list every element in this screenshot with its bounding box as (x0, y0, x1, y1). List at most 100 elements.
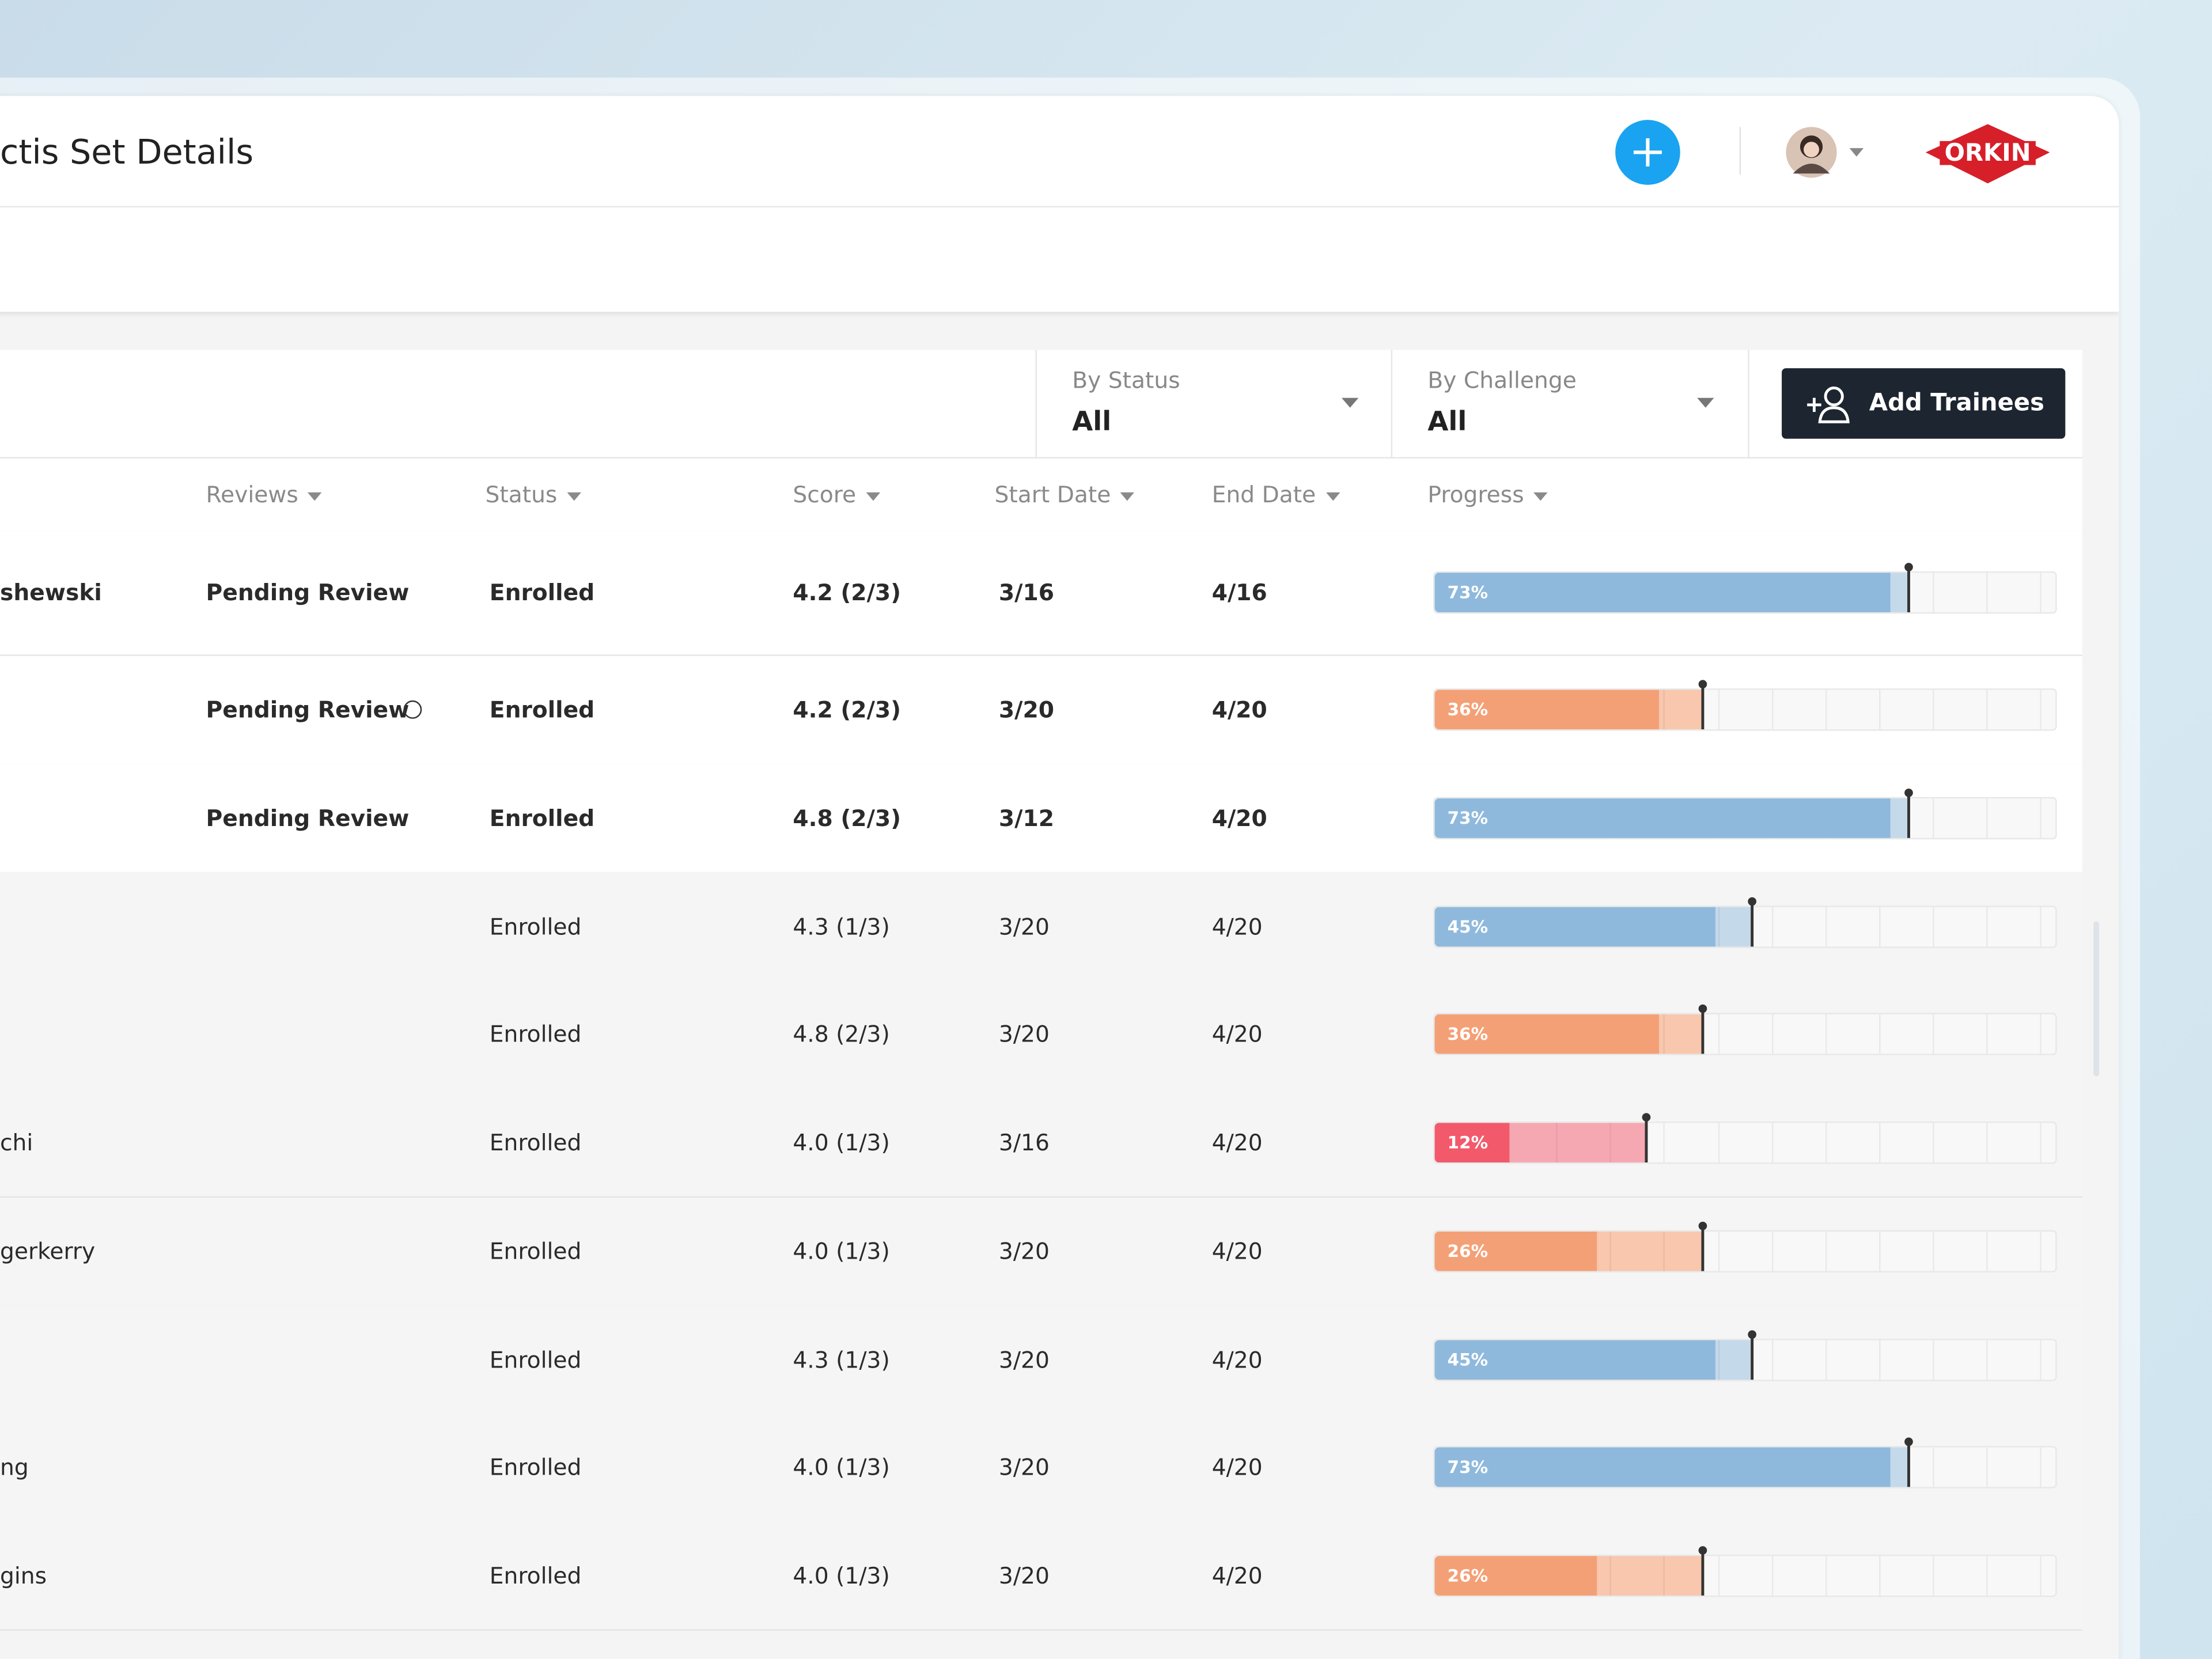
progress-cell (1932, 573, 1934, 612)
progress-cell (1932, 907, 1934, 946)
progress-label: 45% (1447, 916, 1488, 937)
progress-cell (1986, 1556, 1988, 1596)
table-row[interactable]: gerkerry Enrolled 4.0 (1/3) 3/20 4/20 26% (0, 1196, 2082, 1307)
progress-track: 12% (1433, 1113, 2057, 1164)
page-title: ctis Set Details (0, 132, 253, 172)
progress-cell (1664, 1556, 1665, 1596)
score: 4.2 (2/3) (793, 579, 902, 606)
progress-marker (1751, 901, 1755, 946)
progress-marker (1645, 1117, 1649, 1163)
start-date: 3/20 (998, 913, 1050, 940)
progress-label: 73% (1447, 1457, 1488, 1478)
progress-cell (1771, 1231, 1773, 1271)
progress-cell (1717, 1339, 1719, 1379)
top-bar: ctis Set Details ORKIN (0, 96, 2119, 208)
progress-cell (1986, 907, 1988, 946)
column-header[interactable]: Score (793, 481, 938, 508)
column-header[interactable]: Reviews (206, 481, 323, 508)
table-row[interactable]: ng Enrolled 4.0 (1/3) 3/20 4/20 73% (0, 1413, 2082, 1523)
challenge-filter[interactable]: By Challenge All (1391, 350, 1749, 457)
progress-cell (1932, 798, 1934, 838)
end-date: 4/16 (1211, 579, 1267, 606)
progress-cell (1932, 1339, 1934, 1379)
progress-cell (1717, 1014, 1719, 1055)
progress-fill (1434, 1448, 1890, 1487)
progress-cell (2040, 907, 2042, 946)
marker-dot (1698, 1546, 1707, 1555)
progress-cell (1825, 907, 1827, 946)
progress-cell (1932, 1231, 1934, 1271)
progress-cell (1771, 1014, 1773, 1055)
user-menu[interactable] (1785, 126, 1897, 182)
score: 4.0 (1/3) (793, 1237, 890, 1265)
progress-cell (2040, 1339, 2042, 1379)
progress-marker (1701, 1225, 1705, 1271)
column-header[interactable]: Status (485, 481, 581, 508)
progress-cell (2040, 1556, 2042, 1596)
filter-label: By Status (1072, 366, 1180, 394)
table-row[interactable]: Enrolled 4.3 (1/3) 3/20 4/20 45% (0, 1305, 2082, 1415)
end-date: 4/20 (1211, 1562, 1263, 1589)
column-header[interactable]: End Date (1212, 481, 1340, 508)
score: 4.8 (2/3) (793, 805, 902, 832)
orkin-logo: ORKIN (1925, 124, 2050, 184)
progress-marker (1701, 1009, 1705, 1055)
progress-cell (1825, 690, 1827, 730)
column-header[interactable]: Start Date (995, 481, 1135, 508)
end-date: 4/20 (1211, 805, 1267, 832)
trainee-name: shewski (0, 579, 102, 606)
progress-cell (1825, 1231, 1827, 1271)
review-status: Pending Review (206, 579, 410, 606)
progress-track: 45% (1433, 1330, 2057, 1381)
progress-track: 73% (1433, 1438, 2057, 1489)
marker-dot (1698, 680, 1707, 689)
add-button[interactable] (1615, 119, 1683, 187)
table-row[interactable]: Pending Review Enrolled 4.8 (2/3) 3/12 4/20 7… (0, 764, 2082, 874)
progress-cell (1825, 1339, 1827, 1379)
status: Enrolled (489, 913, 582, 940)
end-date: 4/20 (1211, 1346, 1263, 1373)
end-date: 4/20 (1211, 913, 1263, 940)
score: 4.3 (1/3) (793, 913, 890, 940)
table-row[interactable]: Enrolled 4.3 (1/3) 3/20 4/20 45% (0, 872, 2082, 982)
progress-cell (2040, 798, 2042, 838)
progress-fill (1434, 1014, 1660, 1055)
add-trainees-button[interactable]: Add Trainees (1782, 368, 2066, 439)
marker-dot (1748, 1330, 1757, 1338)
progress-track: 73% (1433, 789, 2057, 840)
progress-cell (1878, 690, 1881, 730)
score: 4.0 (1/3) (793, 1454, 890, 1481)
progress-cell (2040, 690, 2042, 730)
progress-cell (1986, 573, 1988, 612)
table-row[interactable]: Pending Review Enrolled 4.2 (2/3) 3/20 4/20 3… (0, 656, 2082, 766)
progress-cell (1878, 1556, 1881, 1596)
review-status: Pending Review (206, 696, 410, 724)
progress-fill (1434, 1231, 1597, 1271)
progress-label: 12% (1447, 1132, 1488, 1153)
table-row[interactable]: shewski Pending Review Enrolled 4.2 (2/3) 3/… (0, 530, 2082, 656)
trainee-name: ng (0, 1454, 29, 1481)
column-header[interactable]: Progress (1427, 481, 1548, 508)
table-row[interactable]: chi Enrolled 4.0 (1/3) 3/16 4/20 12% (0, 1089, 2082, 1199)
status: Enrolled (489, 1129, 582, 1157)
status: Enrolled (489, 1454, 582, 1481)
trainee-name: chi (0, 1129, 33, 1157)
status: Enrolled (489, 1237, 582, 1265)
progress-cell (1771, 1123, 1773, 1163)
table-row[interactable]: Enrolled 4.8 (2/3) 3/20 4/20 36% (0, 980, 2082, 1090)
progress-label: 36% (1447, 1025, 1488, 1045)
table-row[interactable]: gins Enrolled 4.0 (1/3) 3/20 4/20 26% (0, 1521, 2082, 1631)
progress-cell (1664, 1231, 1665, 1271)
progress-label: 45% (1447, 1349, 1488, 1369)
progress-cell (2040, 1014, 2042, 1055)
score: 4.0 (1/3) (793, 1129, 890, 1157)
progress-cell (1878, 1014, 1881, 1055)
marker-dot (1904, 1438, 1913, 1446)
status-filter[interactable]: By Status All (1035, 350, 1393, 457)
progress-marker (1907, 793, 1910, 838)
progress-cell (2040, 573, 2042, 612)
progress-marker (1701, 1550, 1705, 1596)
progress-track: 36% (1433, 680, 2057, 732)
progress-fill (1434, 573, 1890, 612)
